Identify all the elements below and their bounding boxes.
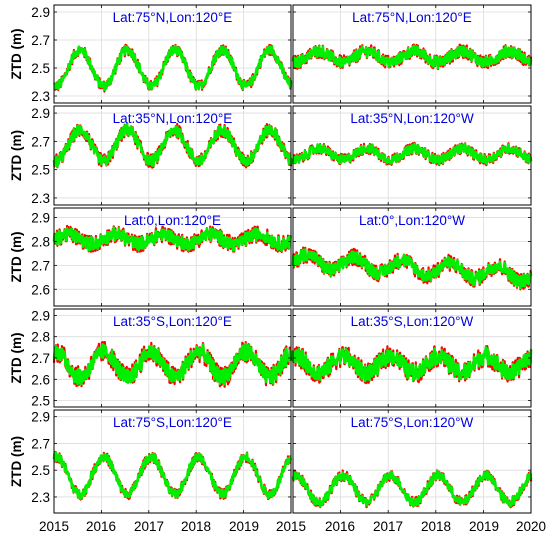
panel-frame <box>53 409 292 514</box>
y-axis-title: ZTD (m) <box>9 436 24 487</box>
x-tick-label: 2016 <box>86 519 116 534</box>
series-green-line <box>52 342 293 386</box>
panel-label: Lat:75°N,Lon:120°E <box>113 10 233 25</box>
panel-label: Lat:35°N,Lon:120°W <box>350 111 474 126</box>
y-axis-title: ZTD (m) <box>9 232 24 283</box>
y-tick-label: 2.6 <box>31 282 50 297</box>
x-tick-label: 2016 <box>325 519 355 534</box>
x-tick-label: 2018 <box>181 519 211 534</box>
y-tick-label: 2.3 <box>31 89 50 104</box>
y-tick-label: 2.8 <box>31 330 50 345</box>
x-tick-label: 2015 <box>39 519 69 534</box>
y-tick-label: 2.9 <box>31 308 50 323</box>
series-green-line <box>291 44 533 70</box>
y-tick-label: 2.9 <box>31 211 50 226</box>
panel-frame <box>292 4 532 104</box>
series-green-line <box>291 248 533 290</box>
y-axis-title: ZTD (m) <box>9 333 24 384</box>
panel-frame <box>53 4 292 104</box>
y-tick-label: 2.9 <box>31 106 50 121</box>
series-green-line <box>291 469 533 508</box>
panel-5-left: Lat:75°S,Lon:120°E <box>52 409 293 514</box>
panel-frame <box>292 105 532 206</box>
y-tick-label: 2.9 <box>31 5 50 20</box>
y-tick-label: 2.3 <box>31 191 50 206</box>
y-axis-title: ZTD (m) <box>9 29 24 80</box>
panel-frame <box>53 207 292 307</box>
x-tick-label: 2017 <box>134 519 164 534</box>
panel-label: Lat:75°S,Lon:120°W <box>351 415 474 430</box>
y-tick-label: 2.7 <box>31 33 50 48</box>
y-tick-label: 2.7 <box>31 134 50 149</box>
x-tick-label: 2017 <box>373 519 403 534</box>
panel-5-right: Lat:75°S,Lon:120°W <box>291 409 533 514</box>
x-tick-label: 2015 <box>276 519 306 534</box>
panel-label: Lat:0,Lon:120°E <box>124 213 221 228</box>
y-tick-label: 2.7 <box>31 258 50 273</box>
panel-1-right: Lat:75°N,Lon:120°E <box>291 4 533 104</box>
panel-label: Lat:75°S,Lon:120°E <box>113 415 232 430</box>
panel-2-right: Lat:35°N,Lon:120°W <box>291 105 533 206</box>
panel-3-right: Lat:0°,Lon:120°W <box>291 207 533 307</box>
panel-4-right: Lat:35°S,Lon:120°W <box>291 308 533 408</box>
panel-label: Lat:0°,Lon:120°W <box>359 213 465 228</box>
x-tick-label: 2019 <box>229 519 259 534</box>
y-tick-label: 2.5 <box>31 61 50 76</box>
y-tick-label: 2.6 <box>31 372 50 387</box>
y-tick-label: 2.8 <box>31 234 50 249</box>
series-green-line <box>291 142 533 166</box>
y-tick-label: 2.9 <box>31 410 50 425</box>
panel-4-left: Lat:35°S,Lon:120°E <box>52 308 293 408</box>
y-tick-label: 2.3 <box>31 490 50 505</box>
y-tick-label: 2.5 <box>31 394 50 409</box>
panel-frame <box>53 105 292 206</box>
panel-label: Lat:35°N,Lon:120°E <box>113 111 233 126</box>
x-tick-label: 2019 <box>469 519 499 534</box>
x-tick-label: 2018 <box>421 519 451 534</box>
y-tick-label: 2.7 <box>31 351 50 366</box>
x-tick-label: 2020 <box>516 519 546 534</box>
y-tick-label: 2.5 <box>31 163 50 178</box>
panel-3-left: Lat:0,Lon:120°E <box>52 207 293 307</box>
series-green-line <box>291 346 533 383</box>
y-tick-label: 2.5 <box>31 463 50 478</box>
y-tick-label: 2.7 <box>31 436 50 451</box>
series-green-line <box>52 123 293 168</box>
panel-label: Lat:35°S,Lon:120°E <box>113 314 232 329</box>
panel-frame <box>292 207 532 307</box>
panel-1-left: Lat:75°N,Lon:120°E <box>52 4 293 104</box>
series-green-line <box>52 44 293 91</box>
panel-2-left: Lat:35°N,Lon:120°E <box>52 105 293 206</box>
series-green-line <box>52 451 293 500</box>
y-axis-title: ZTD (m) <box>9 130 24 181</box>
panel-frame <box>292 409 532 514</box>
series-green-line <box>52 226 292 252</box>
panel-label: Lat:35°S,Lon:120°W <box>351 314 474 329</box>
panel-label: Lat:75°N,Lon:120°E <box>352 10 472 25</box>
